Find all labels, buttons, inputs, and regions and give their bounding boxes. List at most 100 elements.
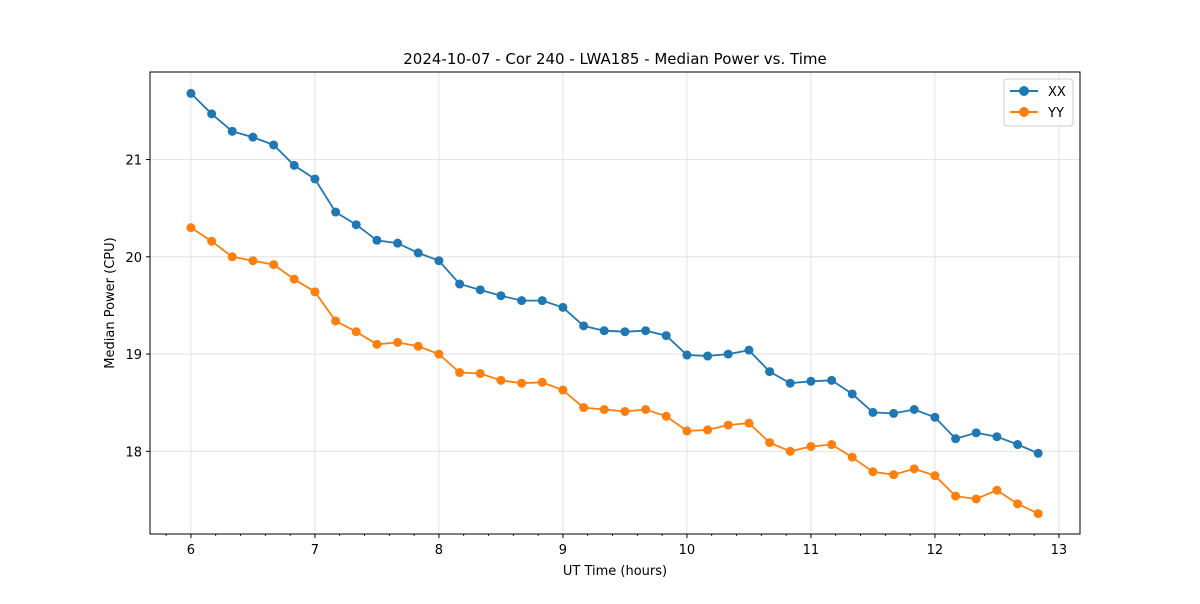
x-tick-label: 13 — [1051, 543, 1068, 558]
x-tick-label: 8 — [435, 543, 443, 558]
y-tick-label: 19 — [125, 348, 142, 363]
data-point-xx — [269, 140, 279, 150]
x-tick-label: 6 — [187, 543, 195, 558]
data-point-yy — [889, 470, 899, 480]
data-point-yy — [434, 349, 444, 359]
data-point-xx — [558, 302, 568, 312]
data-point-yy — [537, 377, 547, 387]
data-point-xx — [682, 350, 692, 360]
data-point-yy — [269, 260, 279, 270]
data-point-yy — [620, 406, 630, 416]
data-point-xx — [785, 378, 795, 388]
data-point-xx — [579, 321, 589, 331]
data-point-xx — [289, 160, 299, 170]
data-point-xx — [393, 238, 403, 248]
data-point-yy — [951, 491, 961, 501]
x-tick-label: 10 — [679, 543, 696, 558]
data-point-yy — [496, 375, 506, 385]
data-point-xx — [413, 248, 423, 258]
data-point-xx — [248, 132, 258, 142]
data-point-yy — [331, 316, 341, 326]
x-tick-label: 11 — [803, 543, 820, 558]
data-point-yy — [806, 441, 816, 451]
data-point-yy — [930, 471, 940, 481]
data-point-yy — [661, 411, 671, 421]
data-point-xx — [723, 349, 733, 359]
legend-marker-yy — [1019, 107, 1029, 117]
data-point-yy — [558, 385, 568, 395]
data-point-xx — [331, 207, 341, 217]
x-axis-label: UT Time (hours) — [563, 564, 667, 579]
grid — [150, 72, 1080, 534]
data-point-yy — [703, 425, 713, 435]
x-tick-label: 7 — [311, 543, 319, 558]
data-point-yy — [372, 339, 382, 349]
legend-marker-xx — [1019, 86, 1029, 96]
data-point-xx — [517, 296, 527, 306]
data-point-xx — [806, 376, 816, 386]
data-point-xx — [641, 326, 651, 336]
legend-label-xx: XX — [1048, 85, 1066, 100]
data-point-xx — [537, 296, 547, 306]
y-tick-label: 18 — [125, 445, 142, 460]
x-tick-label: 9 — [559, 543, 567, 558]
data-point-xx — [1033, 448, 1043, 458]
data-point-yy — [413, 341, 423, 351]
data-point-yy — [827, 440, 837, 450]
axis-ticks: 6 7 8 9 10 11 12 13 18 19 20 21 — [125, 154, 1067, 558]
data-point-xx — [847, 389, 857, 399]
data-point-yy — [579, 403, 589, 413]
plot-frame — [149, 71, 1081, 535]
data-point-xx — [951, 434, 961, 444]
data-point-yy — [723, 420, 733, 430]
data-point-yy — [310, 287, 320, 297]
data-point-yy — [992, 485, 1002, 495]
series-layer — [186, 88, 1043, 519]
data-point-xx — [744, 345, 754, 355]
data-point-yy — [641, 405, 651, 415]
data-point-yy — [909, 464, 919, 474]
data-point-xx — [661, 331, 671, 341]
data-point-yy — [599, 405, 609, 415]
data-point-yy — [682, 426, 692, 436]
data-point-xx — [475, 285, 485, 295]
data-point-yy — [744, 418, 754, 428]
data-point-xx — [227, 126, 237, 136]
data-point-xx — [372, 235, 382, 245]
y-axis-label: Median Power (CPU) — [103, 237, 118, 368]
data-point-yy — [207, 236, 217, 246]
data-point-xx — [186, 88, 196, 98]
data-point-xx — [1013, 440, 1023, 450]
y-tick-label: 20 — [125, 251, 142, 266]
data-point-xx — [351, 220, 361, 230]
data-point-xx — [909, 405, 919, 415]
data-point-xx — [207, 109, 217, 119]
data-point-yy — [475, 369, 485, 379]
data-point-xx — [930, 412, 940, 422]
data-point-xx — [434, 256, 444, 266]
data-point-xx — [455, 279, 465, 289]
data-point-xx — [889, 408, 899, 418]
data-point-yy — [785, 446, 795, 456]
data-point-yy — [455, 368, 465, 378]
data-point-yy — [227, 252, 237, 262]
data-point-yy — [765, 438, 775, 448]
data-point-xx — [703, 351, 713, 361]
data-point-xx — [765, 367, 775, 377]
data-point-yy — [393, 337, 403, 347]
chart-title: 2024-10-07 - Cor 240 - LWA185 - Median P… — [403, 50, 827, 68]
data-point-yy — [1033, 509, 1043, 519]
data-point-xx — [620, 327, 630, 337]
data-point-xx — [868, 407, 878, 417]
data-point-yy — [289, 274, 299, 284]
data-point-yy — [847, 452, 857, 462]
data-point-xx — [827, 375, 837, 385]
data-point-yy — [868, 467, 878, 477]
y-tick-label: 21 — [125, 154, 142, 169]
x-tick-label: 12 — [927, 543, 944, 558]
data-point-yy — [186, 223, 196, 233]
data-point-xx — [310, 174, 320, 184]
data-point-yy — [971, 494, 981, 504]
